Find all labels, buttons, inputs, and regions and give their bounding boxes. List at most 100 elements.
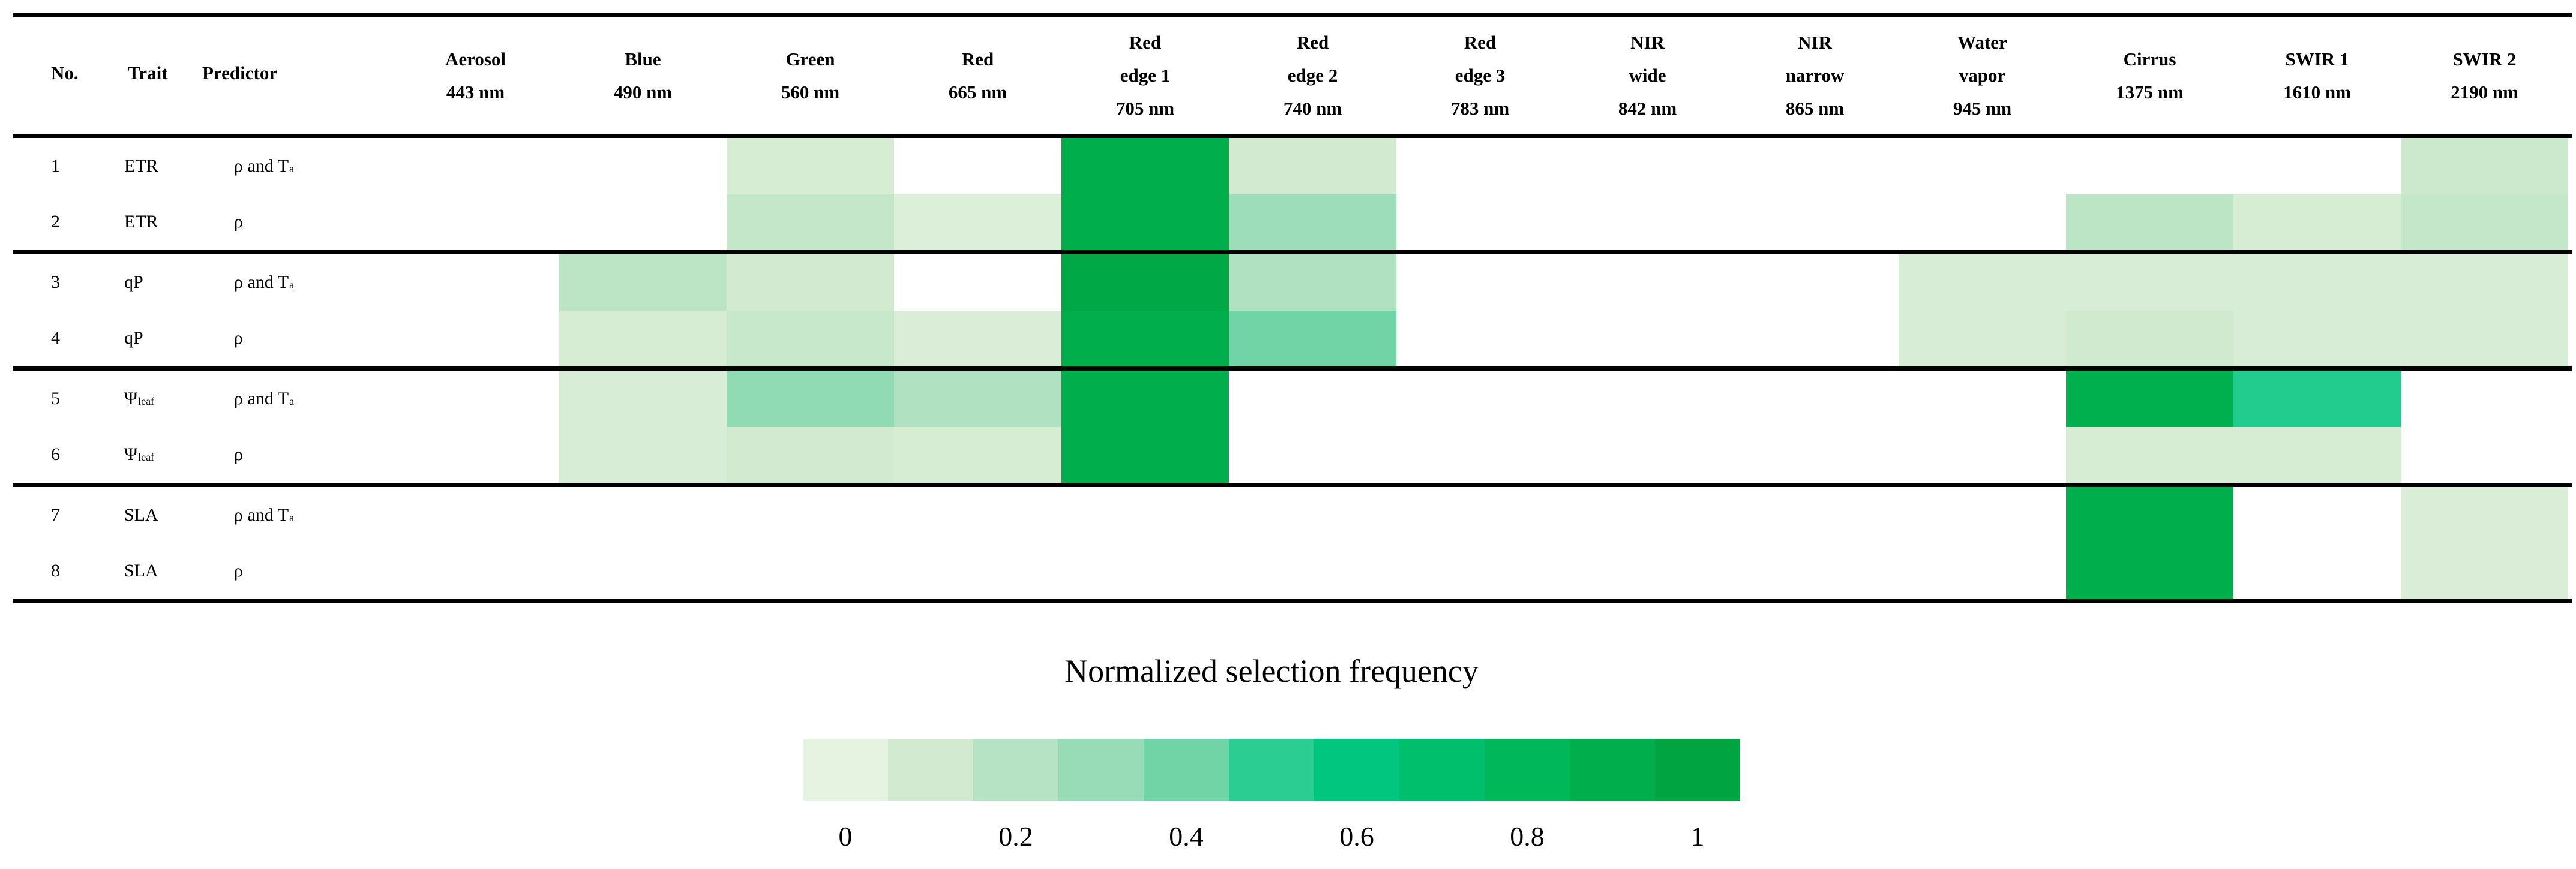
band-header-line: Water bbox=[1957, 32, 2007, 53]
heatmap-cell bbox=[727, 194, 894, 250]
heatmap-cell bbox=[1899, 254, 2066, 311]
band-header-line: 740 nm bbox=[1283, 98, 1342, 119]
heatmap-cell bbox=[1229, 487, 1396, 543]
group-divider-3 bbox=[13, 483, 2572, 487]
band-header-line: Green bbox=[785, 48, 835, 70]
row-number: 3 bbox=[51, 272, 60, 292]
heatmap-cell bbox=[1229, 138, 1396, 194]
heatmap-cell bbox=[1731, 138, 1899, 194]
band-header: Red 665 nm bbox=[894, 17, 1061, 134]
heatmap-cell bbox=[1731, 310, 1899, 366]
heatmap-cell bbox=[1229, 371, 1396, 427]
colorbar-segment bbox=[1485, 739, 1570, 801]
heatmap-cell bbox=[559, 194, 727, 250]
heatmap-cell bbox=[2401, 371, 2568, 427]
band-header: Red edge 3 783 nm bbox=[1396, 17, 1564, 134]
heatmap-cell bbox=[559, 543, 727, 599]
heatmap-cell bbox=[559, 254, 727, 311]
heatmap-cell bbox=[894, 543, 1061, 599]
heatmap-cell bbox=[894, 194, 1061, 250]
heatmap-cell bbox=[1731, 487, 1899, 543]
table-bottom-border bbox=[13, 599, 2572, 603]
heatmap-cell bbox=[2066, 310, 2233, 366]
heatmap-cell bbox=[559, 138, 727, 194]
heatmap-cell bbox=[2066, 254, 2233, 311]
row-left-margin bbox=[0, 371, 36, 427]
band-header: SWIR 1 1610 nm bbox=[2233, 17, 2401, 134]
heatmap-cell bbox=[392, 543, 559, 599]
predictor-subscript: a bbox=[289, 278, 295, 291]
heatmap-cell bbox=[727, 543, 894, 599]
heatmap-cell bbox=[2233, 194, 2401, 250]
table-header-border bbox=[13, 134, 2572, 138]
heatmap-cell bbox=[1061, 138, 1229, 194]
row-number: 1 bbox=[51, 155, 60, 176]
heatmap-cell bbox=[2233, 138, 2401, 194]
heatmap-cell bbox=[1564, 254, 1731, 311]
heatmap-cell bbox=[1229, 426, 1396, 483]
heatmap-cell bbox=[2233, 371, 2401, 427]
band-header-line: 665 nm bbox=[948, 81, 1007, 103]
heatmap-cell bbox=[2066, 543, 2233, 599]
band-header: SWIR 2 2190 nm bbox=[2401, 17, 2568, 134]
heatmap-cell bbox=[2066, 138, 2233, 194]
colorbar-segment bbox=[1229, 739, 1314, 801]
trait-label: qP bbox=[124, 328, 143, 348]
trait-label: SLA bbox=[124, 504, 158, 525]
trait-label: SLA bbox=[124, 561, 158, 581]
predictor-label: ρ bbox=[234, 212, 243, 232]
heatmap-cell bbox=[1564, 310, 1731, 366]
colorbar-tick-label: 0 bbox=[838, 821, 853, 852]
heatmap-cell bbox=[1899, 371, 2066, 427]
row-number: 2 bbox=[51, 212, 60, 232]
predictor-label: ρ bbox=[234, 561, 243, 581]
band-header: Aerosol 443 nm bbox=[392, 17, 559, 134]
heatmap-cell bbox=[2066, 194, 2233, 250]
band-header-line: edge 2 bbox=[1287, 65, 1338, 86]
band-header-line: narrow bbox=[1785, 65, 1845, 86]
heatmap-cell bbox=[1396, 487, 1564, 543]
trait-label: ETR bbox=[124, 155, 158, 176]
colorbar-segment bbox=[803, 739, 888, 801]
heatmap-cell bbox=[1396, 543, 1564, 599]
heatmap-cell bbox=[1899, 138, 2066, 194]
band-header: Red edge 2 740 nm bbox=[1229, 17, 1396, 134]
band-header-line: 705 nm bbox=[1115, 98, 1175, 119]
heatmap-cell bbox=[559, 371, 727, 427]
band-header-line: 2190 nm bbox=[2451, 81, 2518, 103]
colorbar-tick-label: 1 bbox=[1690, 821, 1705, 852]
heatmap-cell bbox=[894, 310, 1061, 366]
band-header-line: Cirrus bbox=[2123, 48, 2176, 70]
row-left-margin bbox=[0, 138, 36, 194]
heatmap-cell bbox=[1564, 138, 1731, 194]
heatmap-cell bbox=[894, 254, 1061, 311]
heatmap-cell bbox=[1229, 543, 1396, 599]
heatmap-cell bbox=[894, 426, 1061, 483]
band-header-line: 842 nm bbox=[1618, 98, 1677, 119]
legend-title: Normalized selection frequency bbox=[1064, 653, 1479, 689]
row-left-margin bbox=[0, 311, 36, 367]
heatmap-cell bbox=[894, 371, 1061, 427]
heatmap-cell bbox=[727, 138, 894, 194]
heatmap-cell bbox=[392, 371, 559, 427]
band-header-line: 783 nm bbox=[1450, 98, 1510, 119]
colorbar-segment bbox=[888, 739, 973, 801]
band-header-line: edge 1 bbox=[1120, 65, 1171, 86]
band-header-line: Red bbox=[1296, 32, 1329, 53]
row-left-margin bbox=[0, 194, 36, 251]
trait-subscript: leaf bbox=[138, 395, 155, 407]
heatmap-cell bbox=[392, 426, 559, 483]
heatmap-cell bbox=[1564, 543, 1731, 599]
band-header-line: NIR bbox=[1798, 32, 1832, 53]
band-header-line: Red bbox=[961, 48, 994, 70]
row-number: 6 bbox=[51, 444, 60, 465]
colorbar-segment bbox=[1570, 739, 1655, 801]
